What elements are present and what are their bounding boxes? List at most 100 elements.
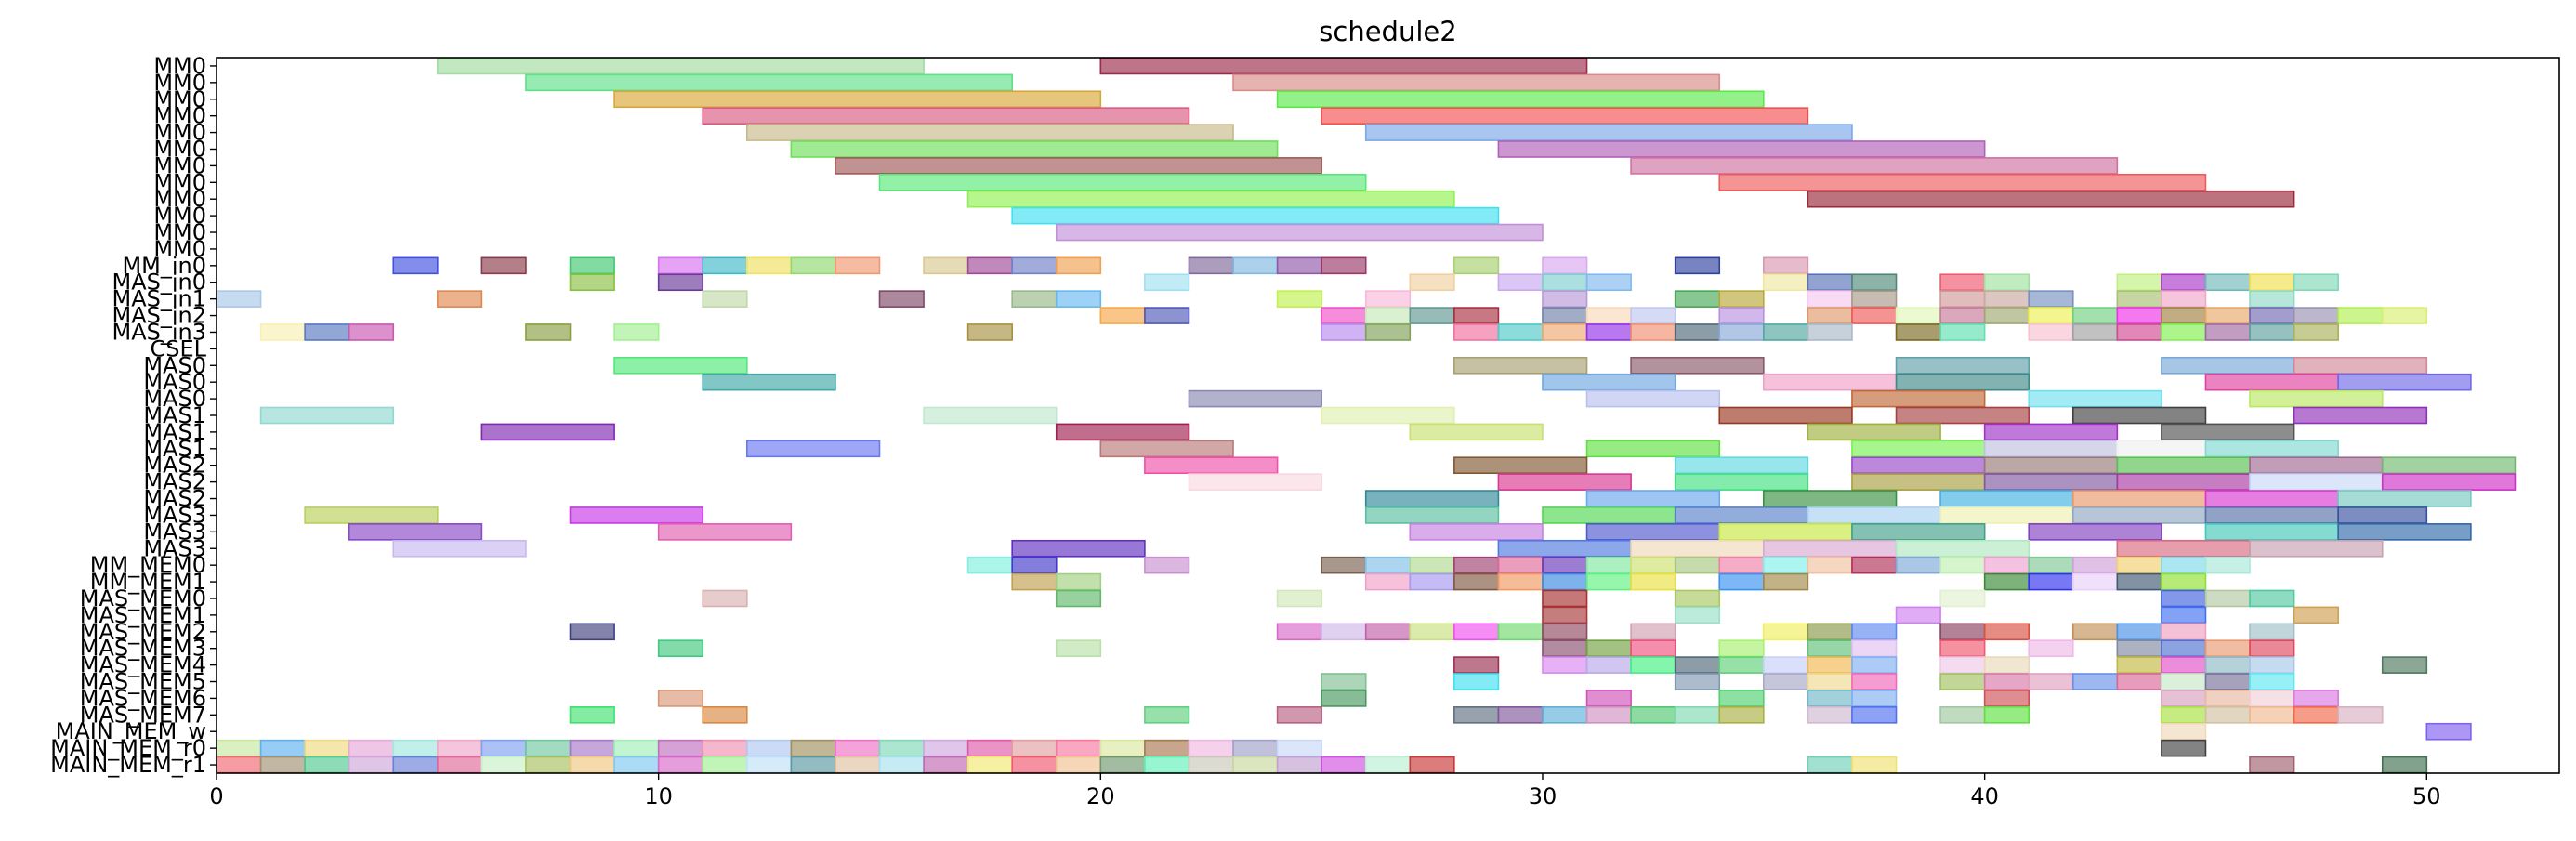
bar-main-mem-r1-406 — [1011, 756, 1058, 774]
bar-mas1-147 — [1895, 406, 2031, 425]
bar-mm-in0-26 — [790, 256, 836, 275]
bar-mas-in2-85 — [1718, 307, 1765, 324]
bar-mas-in2-97 — [2293, 307, 2339, 324]
bar-mas-mem3-291 — [1807, 639, 1853, 658]
bar-main-mem-r1-415 — [1409, 756, 1455, 774]
bar-mas-mem2-277 — [1807, 623, 1853, 641]
bar-mm0-19 — [1055, 223, 1544, 242]
bar-mas3-207 — [1497, 539, 1632, 558]
bar-mas-mem7-357 — [2249, 706, 2295, 724]
bar-mas3-203 — [2204, 523, 2339, 541]
bar-mas2-171 — [1188, 473, 1322, 491]
bar-mas-mem3-295 — [2116, 639, 2162, 658]
bar-main-mem-w-361 — [2425, 722, 2472, 741]
bar-mas2-164 — [1453, 456, 1588, 475]
bar-mm0-15 — [1718, 173, 2207, 191]
bar-mas-mem4-308 — [1939, 656, 1986, 674]
bar-mas-mem3-287 — [1542, 639, 1588, 658]
bar-mas-mem6-339 — [2293, 690, 2339, 707]
bar-mm-mem0-215 — [1144, 556, 1190, 574]
bar-mas-mem4-310 — [2116, 656, 2162, 674]
bar-mas-in1-67 — [1718, 290, 1765, 308]
y-tick-label: MAS1 — [143, 436, 206, 462]
bar-mas-mem4-300 — [1542, 656, 1588, 674]
bar-mas-in1-62 — [1055, 290, 1102, 308]
bar-mas-mem7-343 — [1276, 706, 1322, 724]
bar-mm-in0-38 — [1674, 256, 1721, 275]
bar-mm0-18 — [1011, 206, 1500, 225]
bar-mm-mem1-239 — [1364, 572, 1412, 591]
y-tick-label: MAS_MEM6 — [80, 685, 206, 711]
bar-mas-mem6-332 — [1718, 690, 1765, 707]
bar-mas-in0-43 — [1409, 273, 1455, 292]
bar-mm-in0-30 — [1011, 256, 1058, 275]
bar-mas0-129 — [1895, 356, 2031, 375]
bar-main-mem-r0-373 — [702, 739, 748, 757]
bar-mas-in3-108 — [1453, 323, 1500, 341]
bar-mas-in2-99 — [2381, 307, 2428, 324]
x-tick-label: 50 — [2412, 783, 2441, 809]
bar-mas-in0-54 — [2204, 273, 2251, 292]
y-tick-label: MAS_in3 — [112, 319, 206, 345]
bar-mm-in0-35 — [1321, 256, 1367, 275]
bar-mas3-197 — [657, 523, 793, 541]
bar-mas1-150 — [480, 423, 615, 441]
bar-mas-in2-92 — [2071, 307, 2119, 324]
bar-mas0-142 — [2249, 389, 2384, 408]
bar-mas0-140 — [1851, 389, 1986, 408]
bar-mas1-161 — [2116, 440, 2207, 458]
bar-mas-mem7-345 — [1497, 706, 1544, 724]
bar-main-mem-r0-371 — [613, 739, 660, 757]
bar-mm-mem1-238 — [1055, 572, 1102, 591]
bar-main-mem-r0-364 — [304, 739, 350, 757]
bar-mas-mem5-328 — [2249, 673, 2295, 690]
bar-mm-mem0-227 — [1807, 556, 1853, 574]
bar-main-mem-r1-403 — [878, 756, 925, 774]
bar-main-mem-r0-378 — [923, 739, 969, 757]
y-tick-label: MAS2 — [143, 469, 206, 495]
bar-mas0-136 — [2204, 373, 2339, 391]
y-tick-label: MM0 — [153, 236, 206, 262]
bar-mas2-170 — [2381, 456, 2517, 475]
bar-mas-mem0-260 — [2204, 589, 2251, 608]
bar-mas-mem2-273 — [1497, 623, 1544, 641]
bar-mm-mem0-235 — [2161, 556, 2207, 574]
bar-mas-mem6-334 — [1851, 690, 1898, 707]
bar-mas-mem1-263 — [1674, 606, 1721, 624]
bar-main-mem-r0-362 — [216, 739, 262, 757]
bar-mm-mem1-248 — [1983, 572, 2031, 591]
bar-mas-mem5-322 — [1983, 673, 2031, 690]
bar-mm-mem1-240 — [1409, 572, 1455, 591]
bar-mas2-179 — [1364, 490, 1500, 507]
bar-mas-in2-98 — [2337, 307, 2384, 324]
bar-mas1-153 — [1807, 423, 1941, 441]
bar-mas1-160 — [1983, 440, 2119, 458]
bar-mas-mem4-313 — [2249, 656, 2295, 674]
bar-mas3-202 — [2028, 523, 2162, 541]
x-axis: 0 10 20 30 40 50 — [209, 773, 2441, 809]
bar-mas-in0-41 — [657, 273, 704, 292]
bar-mm-mem0-216 — [1321, 556, 1367, 574]
y-axis: MM0MM0MM0MM0MM0MM0MM0MM0MM0MM0MM0MM0MM_i… — [50, 53, 217, 778]
bar-mas2-176 — [2116, 473, 2251, 491]
bar-mas3-208 — [1630, 539, 1765, 558]
bar-mas-in1-61 — [1011, 290, 1058, 308]
bar-mas-mem0-259 — [2161, 589, 2207, 608]
bar-mm-mem1-246 — [1718, 572, 1765, 591]
bar-mas-in1-75 — [2249, 290, 2295, 308]
bar-mas-in1-57 — [216, 290, 262, 308]
bar-mas-mem4-299 — [1453, 656, 1500, 674]
bar-mm-mem0-217 — [1364, 556, 1412, 574]
bar-mas2-182 — [1939, 490, 2074, 507]
bar-mas-in3-111 — [1585, 323, 1632, 341]
bar-mas-mem1-265 — [2161, 606, 2207, 624]
x-tick-label: 20 — [1086, 783, 1115, 809]
y-tick-label: MM0 — [153, 152, 206, 178]
bar-mas-in3-104 — [613, 323, 660, 341]
y-tick-label: MAS_MEM3 — [80, 636, 206, 662]
y-tick-label: MAS_MEM7 — [80, 702, 206, 728]
bar-mas-mem7-344 — [1453, 706, 1500, 724]
x-tick-label: 10 — [644, 783, 673, 809]
bar-mm-mem0-223 — [1630, 556, 1676, 574]
